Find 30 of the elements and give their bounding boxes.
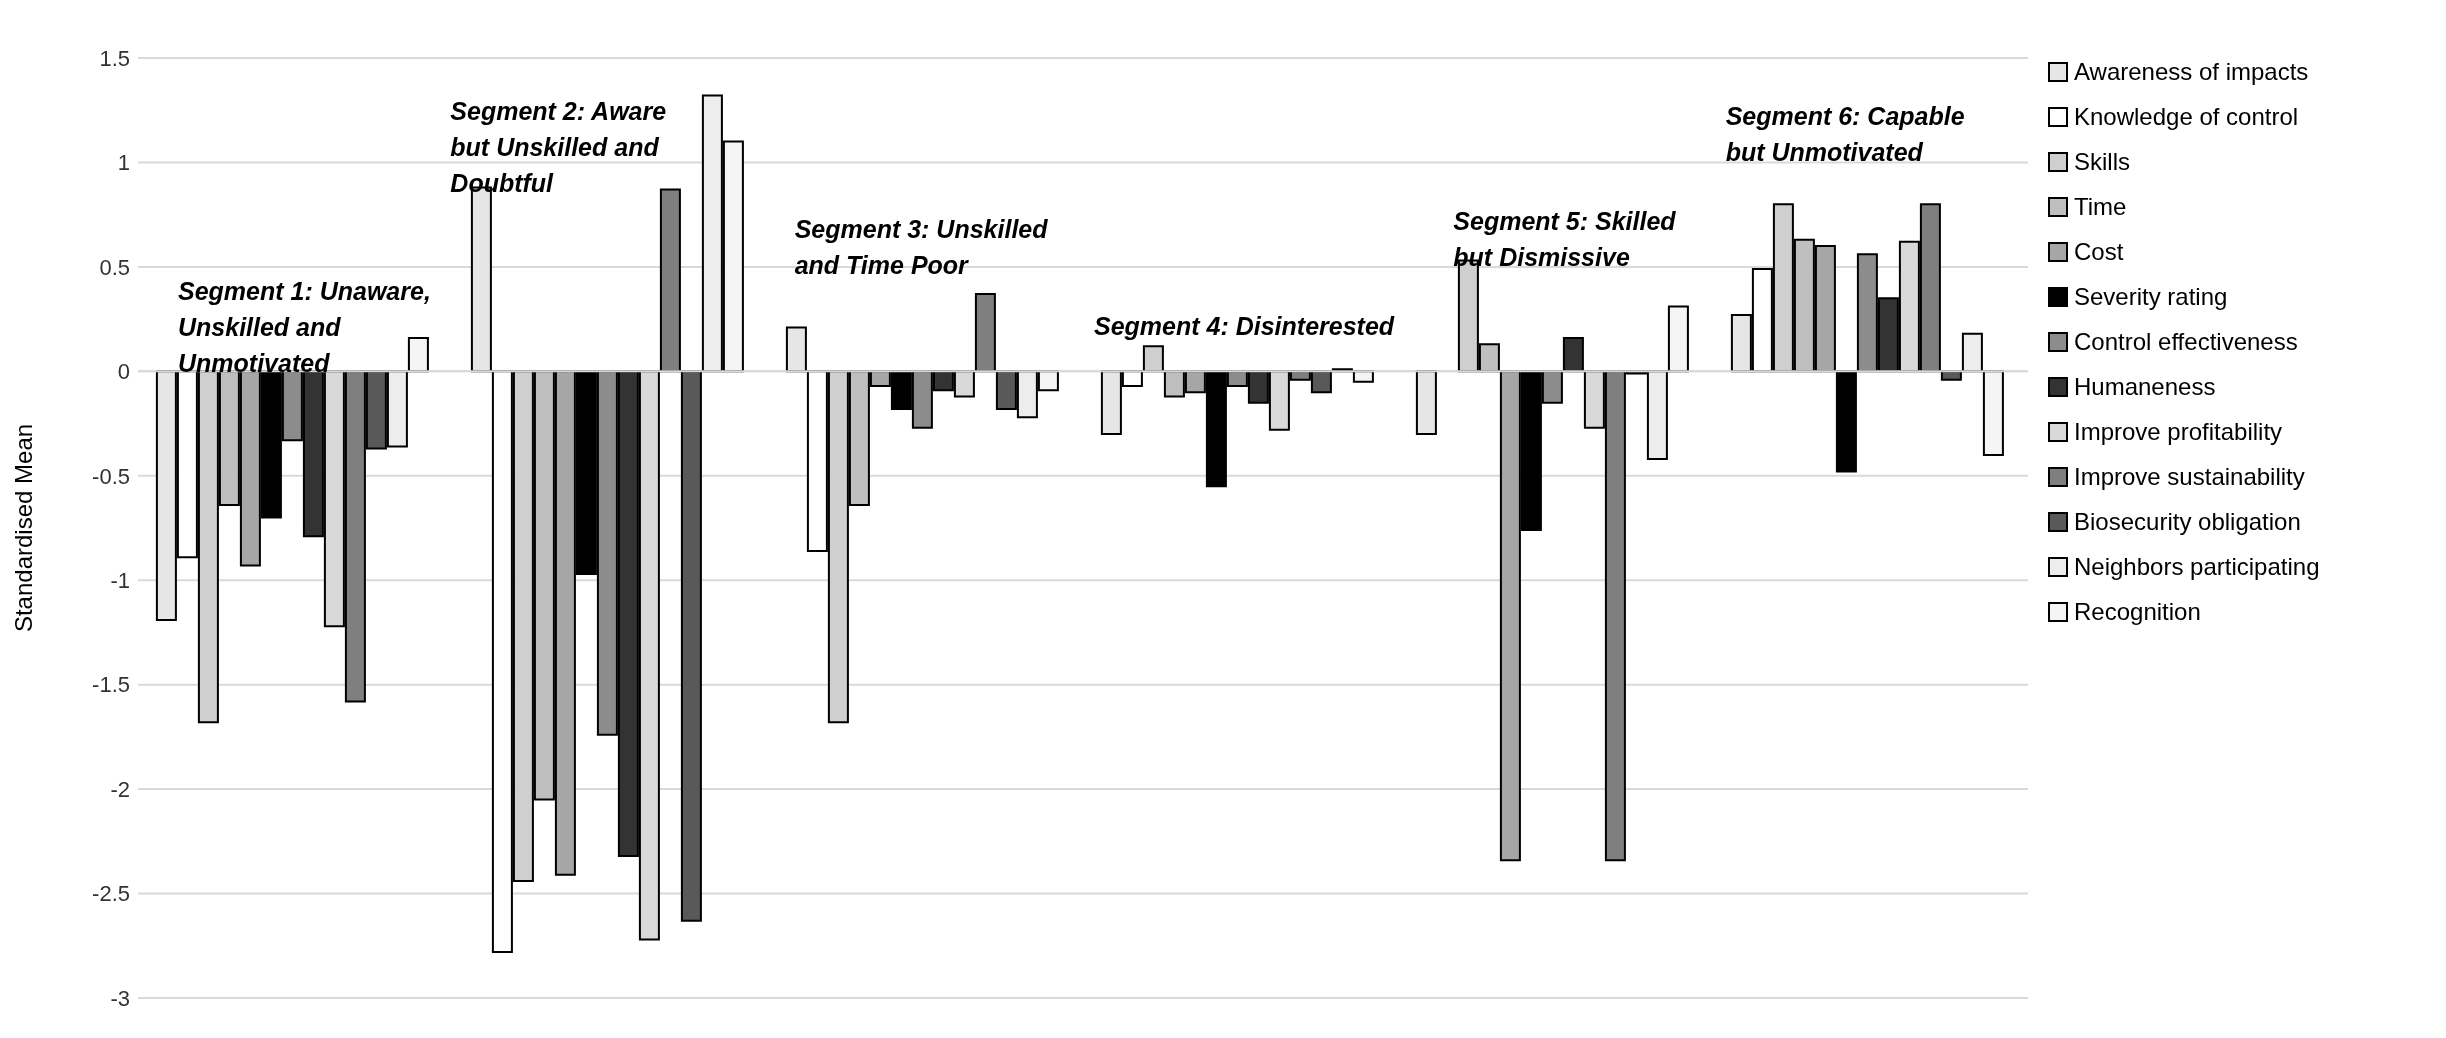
annotation: Segment 3: Unskilled and Time Poor [794,214,1049,281]
legend-label: Cost [2074,238,2124,266]
legend-label: Time [2074,193,2127,221]
y-tick-label: -0.5 [92,463,130,489]
legend-label: Improve sustainability [2074,463,2305,491]
legend-label: Skills [2074,148,2131,176]
legend-label: Severity rating [2074,283,2228,311]
y-tick-label: -2.5 [92,881,130,907]
legend-label: Awareness of impacts [2074,58,2309,86]
legend-label: Humaneness [2074,373,2216,401]
y-tick-label: 0.5 [99,254,130,280]
y-tick-label: -2 [110,776,130,802]
y-tick-label: 0 [117,359,130,385]
annotation: Segment 6: Capable but Unmotivated [1725,101,1966,168]
annotation: Segment 2: Aware but Unskilled and Doubtful [450,96,668,199]
annotation: Segment 1: Unaware, Unskilled and Unmotivated [178,276,432,379]
legend-label: Improve profitability [2074,418,2283,446]
y-tick-label: -3 [110,985,130,1011]
y-tick-label: -1.5 [92,672,130,698]
annotation: Segment 5: Skilled but Dismissive [1453,206,1677,273]
y-tick-label: -1 [110,568,130,594]
legend-label: Knowledge of control [2074,103,2299,131]
annotation: Segment 4: Disinterested [1094,311,1396,342]
legend-label: Control effectiveness [2074,328,2298,356]
legend-label: Recognition [2074,598,2201,626]
y-tick-label: 1 [117,150,130,176]
legend-label: Neighbors participating [2074,553,2320,581]
y-axis-title: Standardised Mean [9,423,37,633]
legend-label: Biosecurity obligation [2074,508,2301,536]
y-tick-label: 1.5 [99,45,130,71]
